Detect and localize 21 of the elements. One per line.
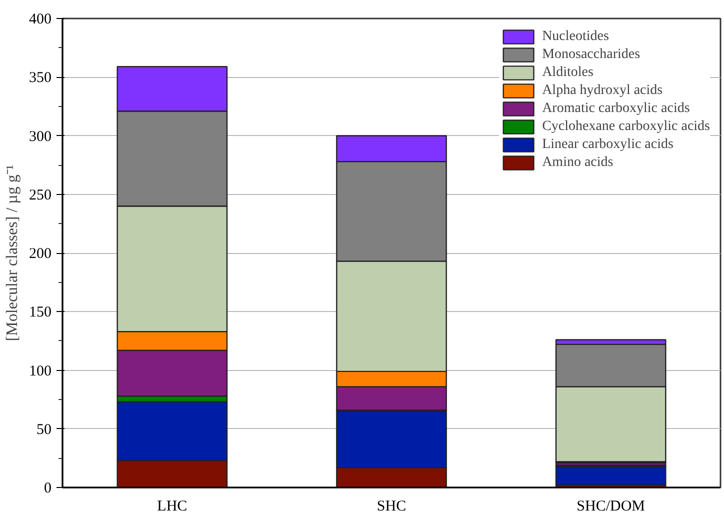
y-tick-label: 150: [29, 304, 52, 321]
x-tick-label: SHC/DOM: [576, 498, 646, 514]
x-tick-label: SHC: [376, 498, 406, 514]
legend-label: Aromatic carboxylic acids: [542, 100, 690, 117]
y-tick-label: 50: [36, 422, 52, 438]
legend-label: Monosaccharides: [542, 46, 640, 63]
y-tick-label: 400: [29, 12, 52, 28]
x-tick-label: LHC: [157, 498, 188, 514]
y-tick-label: 350: [29, 70, 52, 86]
y-tick-label: 300: [29, 128, 52, 145]
y-tick-label: 0: [44, 480, 52, 496]
legend-label: Linear carboxylic acids: [542, 136, 674, 153]
y-axis-title: [Molecular classes] / µg g⁻¹: [4, 164, 21, 342]
legend-label: Cyclohexane carboxylic acids: [542, 118, 710, 135]
y-tick-label: 100: [29, 363, 52, 380]
legend-label: Alpha hydroxyl acids: [542, 82, 663, 99]
y-tick-label: 250: [29, 187, 52, 204]
legend-label: Amino acids: [542, 154, 614, 171]
legend-label: Alditoles: [542, 64, 594, 81]
legend-label: Nucleotides: [542, 28, 609, 45]
y-tick-label: 200: [29, 246, 52, 262]
